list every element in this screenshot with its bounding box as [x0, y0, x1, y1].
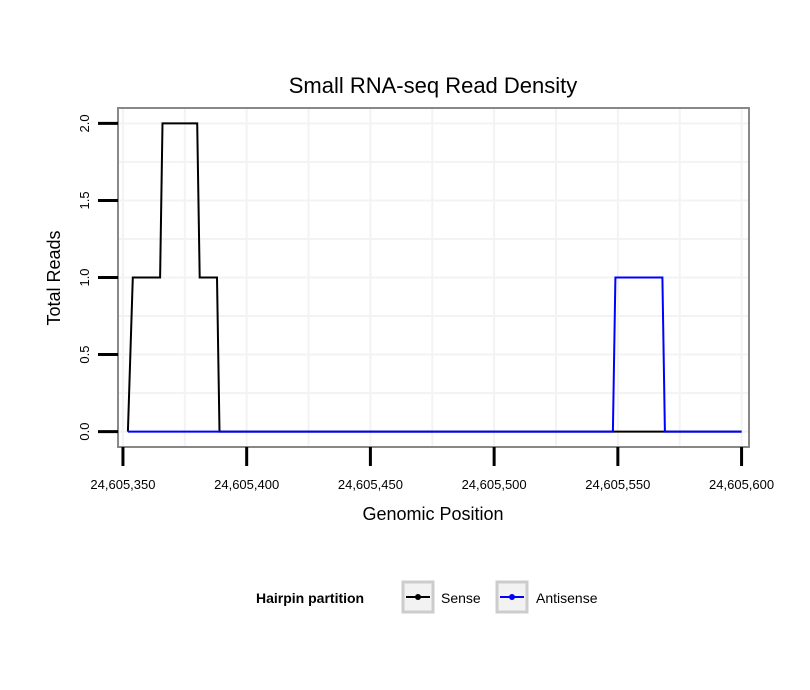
- legend-label-antisense: Antisense: [536, 590, 598, 606]
- legend-item-antisense: Antisense: [495, 580, 598, 614]
- y-axis-title: Total Reads: [44, 230, 64, 325]
- y-tick-label: 0.5: [77, 346, 92, 364]
- series-line-sense: [126, 122, 742, 433]
- series-layer: [126, 122, 742, 433]
- legend-point-sense: [415, 594, 421, 600]
- legend: Hairpin partition Sense Antisense: [256, 580, 598, 614]
- legend-title: Hairpin partition: [256, 590, 364, 606]
- x-axis-title: Genomic Position: [362, 504, 503, 524]
- series-line-antisense: [127, 276, 742, 433]
- x-tick-label: 24,605,350: [90, 477, 155, 492]
- legend-item-sense: Sense: [401, 580, 481, 614]
- x-tick-label: 24,605,450: [338, 477, 403, 492]
- x-tick-label: 24,605,550: [585, 477, 650, 492]
- x-tick-label: 24,605,400: [214, 477, 279, 492]
- y-tick-label: 2.0: [77, 114, 92, 132]
- y-axis: 0.0 0.5 1.0 1.5 2.0: [77, 114, 118, 441]
- chart-title: Small RNA-seq Read Density: [289, 73, 578, 98]
- legend-label-sense: Sense: [441, 590, 481, 606]
- y-tick-label: 0.0: [77, 423, 92, 441]
- legend-point-antisense: [509, 594, 515, 600]
- y-tick-label: 1.0: [77, 268, 92, 286]
- x-axis: 24,605,350 24,605,400 24,605,450 24,605,500…: [90, 447, 774, 492]
- y-tick-label: 1.5: [77, 191, 92, 209]
- x-tick-label: 24,605,500: [462, 477, 527, 492]
- x-tick-label: 24,605,600: [709, 477, 774, 492]
